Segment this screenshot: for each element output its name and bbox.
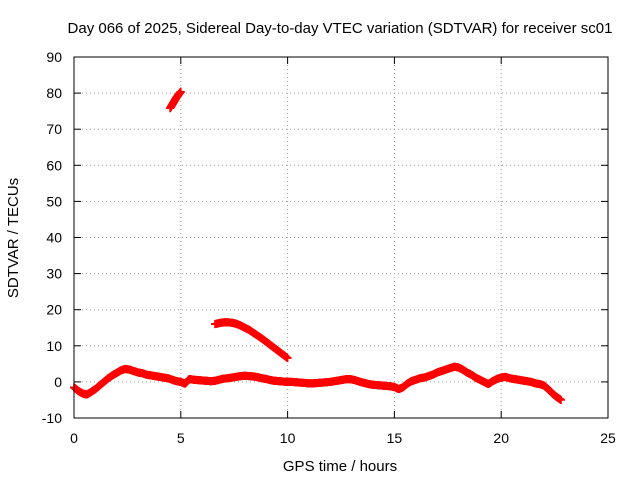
y-tick-label: 0 — [54, 374, 62, 390]
x-tick-label: 0 — [70, 430, 78, 446]
mid-segment-point — [283, 354, 292, 363]
x-axis-label: GPS time / hours — [283, 458, 397, 475]
chart-title: Day 066 of 2025, Sidereal Day-to-day VTE… — [68, 20, 613, 37]
y-tick-label: 20 — [46, 302, 62, 318]
y-tick-label: 50 — [46, 193, 62, 209]
x-tick-label: 15 — [387, 430, 403, 446]
y-axis-label: SDTVAR / TECUs — [5, 178, 22, 298]
x-tick-label: 20 — [493, 430, 509, 446]
x-tick-label: 5 — [177, 430, 185, 446]
data-marks — [70, 87, 566, 404]
y-tick-label: 60 — [46, 157, 62, 173]
y-tick-label: 70 — [46, 121, 62, 137]
axis-ticks: 0 5 10 15 20 25 -10 0 10 20 30 40 50 60 70 80 90 — [42, 49, 616, 446]
high-segment-point — [176, 87, 185, 96]
y-tick-label: 40 — [46, 230, 62, 246]
y-tick-label: -10 — [42, 410, 62, 426]
y-tick-label: 90 — [46, 49, 62, 65]
y-tick-label: 80 — [46, 85, 62, 101]
x-tick-label: 10 — [280, 430, 296, 446]
y-tick-label: 10 — [46, 338, 62, 354]
main-trace-point — [557, 395, 566, 404]
y-tick-label: 30 — [46, 266, 62, 282]
grid — [74, 57, 608, 418]
x-tick-label: 25 — [600, 430, 616, 446]
